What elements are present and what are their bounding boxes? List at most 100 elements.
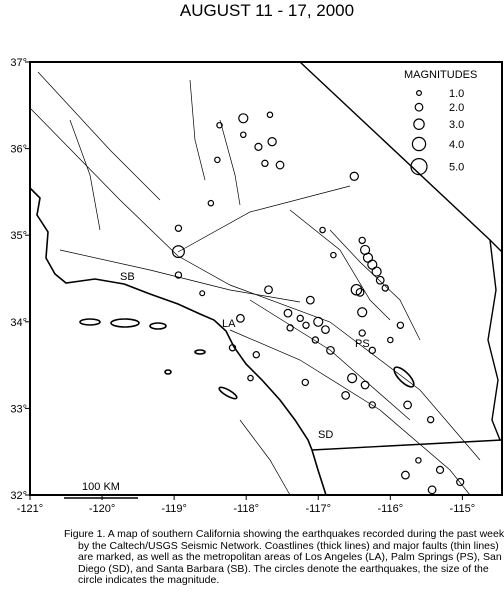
earthquake (313, 316, 324, 327)
earthquake (267, 136, 277, 147)
earthquake (321, 325, 330, 334)
fault (69, 119, 101, 231)
island (79, 318, 101, 326)
x-tick-label: -117° (305, 503, 331, 515)
earthquake (214, 156, 221, 164)
state-border (299, 61, 503, 253)
fault (219, 119, 241, 206)
fault (229, 329, 471, 496)
earthquake (174, 224, 183, 232)
earthquake (301, 378, 309, 387)
y-tick-label: 37° (10, 57, 27, 69)
fault (177, 185, 351, 253)
earthquake (358, 236, 366, 245)
caption: Figure 1. A map of southern California s… (64, 528, 504, 586)
earthquake (375, 275, 385, 285)
earthquake (247, 374, 254, 382)
legend-title: MAGNITUDES (404, 69, 477, 81)
earthquake (435, 465, 445, 475)
x-tick-label: -116° (378, 503, 404, 515)
earthquake (275, 160, 285, 170)
fault (37, 71, 161, 201)
fault (239, 419, 291, 496)
earthquake (387, 336, 394, 344)
earthquake (426, 415, 435, 424)
earthquake (330, 251, 337, 259)
earthquake (401, 470, 410, 480)
chart-title: AUGUST 11 - 17, 2000 (180, 1, 354, 20)
fault (59, 249, 301, 303)
earthquake (266, 111, 274, 119)
earthquake (171, 245, 185, 259)
x-tick-label: -120° (89, 503, 115, 515)
x-tick-label: -121° (17, 503, 43, 515)
earthquake (283, 308, 293, 318)
earthquake (302, 321, 310, 329)
legend-label: 4.0 (449, 139, 464, 151)
island (164, 369, 172, 375)
earthquake (349, 171, 359, 181)
earthquake (216, 121, 223, 129)
earthquake (261, 159, 269, 168)
y-tick-label: 33° (10, 403, 27, 415)
legend-label: 1.0 (449, 88, 464, 100)
place-label: SD (318, 429, 333, 441)
salton-sea (393, 366, 415, 388)
y-tick-label: 32° (10, 490, 27, 502)
island (194, 349, 206, 355)
earthquake (254, 142, 263, 151)
earthquake (236, 313, 245, 323)
earthquake (403, 400, 413, 410)
island (110, 318, 140, 328)
earthquake (360, 380, 370, 390)
fault (249, 299, 411, 421)
earthquake (240, 131, 247, 139)
y-tick-label: 36° (10, 144, 27, 156)
earthquake (396, 321, 405, 329)
earthquake (415, 457, 422, 464)
mexico-border (311, 439, 503, 451)
earthquake (252, 351, 260, 359)
earthquake (264, 285, 273, 295)
map: AUGUST 11 - 17, 2000 SB LA PS SD 100 KM … (10, 1, 503, 515)
x-tick-label: -119° (161, 503, 187, 515)
legend-circle (411, 136, 427, 152)
legend-circle (413, 118, 425, 130)
earthquake (355, 287, 365, 297)
legend-circle (416, 89, 423, 96)
earthquake (357, 307, 368, 318)
y-tick-label: 35° (10, 230, 27, 242)
map-frame (29, 61, 503, 496)
earthquake (319, 226, 326, 234)
scale-label: 100 KM (82, 481, 120, 493)
legend-circle (414, 102, 424, 112)
x-tick-label: -115° (450, 503, 476, 515)
fault (329, 229, 421, 341)
coastline (29, 187, 327, 496)
y-tick-label: 34° (10, 317, 27, 329)
legend-label: 3.0 (449, 119, 464, 131)
earthquake (199, 290, 206, 297)
earthquake (311, 336, 320, 344)
earthquake (286, 324, 294, 332)
earthquake (371, 266, 382, 277)
earthquake (238, 113, 249, 124)
fault (29, 107, 481, 461)
earthquake (427, 485, 437, 495)
fault (189, 79, 206, 181)
legend-label: 2.0 (449, 102, 464, 114)
earthquake (341, 391, 351, 400)
earthquake (350, 283, 363, 296)
place-label: LA (222, 318, 236, 330)
fault (289, 209, 391, 321)
legend-label: 5.0 (449, 162, 464, 174)
earthquake (368, 346, 376, 355)
earthquake (305, 295, 315, 305)
place-label: SB (120, 271, 135, 283)
earthquake (347, 372, 358, 384)
earthquake (358, 329, 366, 337)
x-tick-label: -118° (233, 503, 259, 515)
earthquake (228, 344, 237, 352)
earthquake (368, 401, 376, 409)
